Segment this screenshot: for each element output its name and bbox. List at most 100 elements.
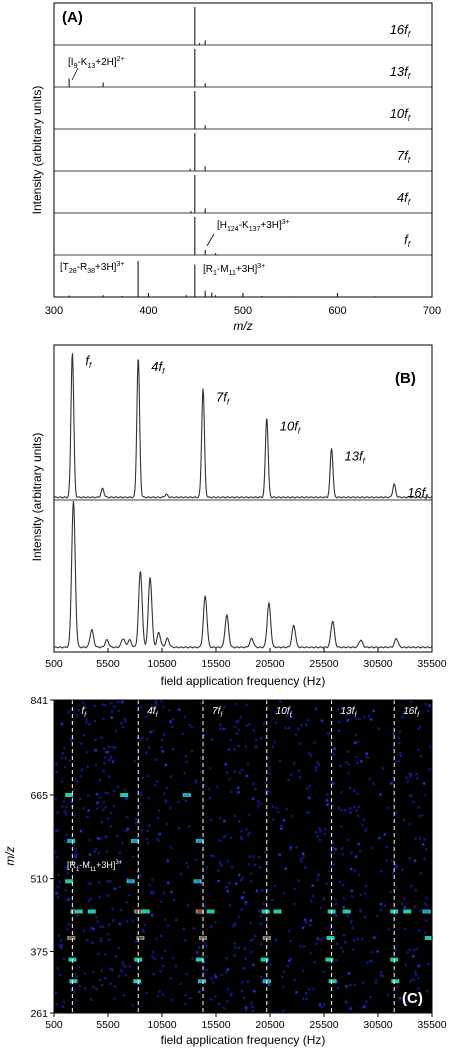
- heatmap-noise-pixel: [164, 799, 167, 802]
- heatmap-noise-pixel: [354, 717, 358, 720]
- panel-a-row-label: 7ff: [397, 148, 411, 165]
- heatmap-noise-pixel: [370, 959, 374, 963]
- heatmap-noise-pixel: [82, 929, 86, 933]
- heatmap-noise-pixel: [269, 963, 272, 966]
- heatmap-noise-pixel: [111, 907, 114, 910]
- heatmap-noise-pixel: [304, 921, 308, 924]
- heatmap-cell: [328, 936, 333, 940]
- heatmap-noise-pixel: [139, 875, 142, 878]
- heatmap-noise-pixel: [365, 755, 368, 758]
- heatmap-noise-pixel: [93, 850, 96, 853]
- heatmap-noise-pixel: [82, 806, 85, 810]
- heatmap-noise-pixel: [397, 760, 400, 763]
- heatmap-noise-pixel: [379, 974, 383, 977]
- heatmap-noise-pixel: [368, 777, 371, 781]
- heatmap-noise-pixel: [370, 950, 374, 954]
- heatmap-noise-pixel: [391, 732, 395, 735]
- heatmap-noise-pixel: [73, 973, 76, 976]
- heatmap-noise-pixel: [335, 942, 338, 946]
- heatmap-noise-pixel: [57, 873, 60, 877]
- panel-c-x-ticks: 500 5500 10500 15500 20500 25500 30500 35500: [45, 1013, 447, 1031]
- heatmap-noise-pixel: [120, 721, 123, 725]
- heatmap-noise-pixel: [107, 759, 111, 762]
- heatmap-noise-pixel: [184, 939, 187, 942]
- heatmap-noise-pixel: [244, 1009, 248, 1012]
- heatmap-noise-pixel: [246, 980, 249, 983]
- heatmap-noise-pixel: [111, 760, 115, 763]
- heatmap-noise-pixel: [229, 994, 233, 997]
- heatmap-noise-pixel: [194, 781, 197, 784]
- heatmap-noise-pixel: [184, 994, 187, 997]
- heatmap-noise-pixel: [171, 747, 175, 751]
- heatmap-noise-pixel: [383, 904, 387, 907]
- heatmap-noise-pixel: [329, 925, 333, 928]
- heatmap-noise-pixel: [406, 780, 409, 783]
- heatmap-noise-pixel: [395, 864, 398, 868]
- x-tick-label: 35500: [417, 658, 446, 670]
- y-tick-label: 375: [30, 946, 48, 958]
- heatmap-noise-pixel: [398, 742, 401, 745]
- heatmap-noise-pixel: [55, 892, 58, 895]
- heatmap-noise-pixel: [250, 951, 253, 954]
- heatmap-noise-pixel: [311, 894, 315, 898]
- heatmap-noise-pixel: [365, 1000, 368, 1003]
- heatmap-noise-pixel: [185, 972, 188, 976]
- heatmap-noise-pixel: [352, 948, 355, 951]
- heatmap-noise-pixel: [209, 998, 213, 1001]
- heatmap-noise-pixel: [417, 748, 420, 751]
- heatmap-noise-pixel: [89, 882, 92, 886]
- heatmap-noise-pixel: [188, 723, 192, 727]
- panel-a-x-label: m/z: [233, 319, 252, 333]
- heatmap-noise-pixel: [160, 934, 163, 937]
- heatmap-noise-pixel: [213, 973, 217, 976]
- heatmap-noise-pixel: [226, 771, 229, 774]
- heatmap-noise-pixel: [100, 736, 103, 739]
- heatmap-noise-pixel: [393, 863, 397, 867]
- heatmap-harmonic-label: 10ff: [276, 706, 293, 719]
- heatmap-noise-pixel: [326, 793, 329, 796]
- heatmap-noise-pixel: [165, 822, 168, 826]
- heatmap-cell: [66, 879, 72, 883]
- heatmap-noise-pixel: [347, 972, 351, 975]
- heatmap-cell: [199, 979, 205, 983]
- heatmap-noise-pixel: [74, 855, 78, 858]
- heatmap-noise-pixel: [266, 756, 269, 760]
- heatmap-noise-pixel: [262, 902, 265, 905]
- heatmap-noise-pixel: [89, 897, 93, 900]
- heatmap-noise-pixel: [98, 881, 101, 884]
- heatmap-noise-pixel: [308, 796, 311, 800]
- heatmap-noise-pixel: [171, 725, 174, 729]
- heatmap-noise-pixel: [66, 871, 70, 875]
- heatmap-noise-pixel: [67, 898, 71, 901]
- panel-b-peak-labels: ff 4ff 7ff 10ff 13ff 16ff: [85, 353, 428, 502]
- heatmap-noise-pixel: [131, 919, 134, 923]
- heatmap-noise-pixel: [104, 806, 107, 809]
- heatmap-noise-pixel: [113, 997, 116, 1000]
- heatmap-noise-pixel: [244, 957, 247, 960]
- heatmap-noise-pixel: [372, 782, 375, 785]
- heatmap-noise-pixel: [357, 805, 360, 809]
- heatmap-noise-pixel: [297, 879, 300, 882]
- heatmap-noise-pixel: [88, 853, 92, 856]
- heatmap-noise-pixel: [418, 929, 421, 932]
- heatmap-noise-pixel: [126, 816, 129, 819]
- heatmap-noise-pixel: [83, 987, 87, 990]
- heatmap-noise-pixel: [350, 919, 353, 922]
- heatmap-noise-pixel: [364, 829, 367, 833]
- frequency-trace: [53, 353, 433, 499]
- heatmap-noise-pixel: [75, 999, 78, 1002]
- heatmap-noise-pixel: [325, 882, 328, 885]
- heatmap-noise-pixel: [203, 942, 206, 946]
- heatmap-noise-pixel: [94, 738, 97, 742]
- heatmap-noise-pixel: [63, 810, 66, 814]
- heatmap-noise-pixel: [260, 943, 263, 946]
- x-tick-label: 500: [45, 658, 63, 670]
- heatmap-noise-pixel: [118, 974, 121, 978]
- heatmap-noise-pixel: [374, 978, 378, 982]
- heatmap-noise-pixel: [226, 889, 229, 893]
- heatmap-noise-pixel: [107, 745, 111, 749]
- heatmap-noise-pixel: [63, 765, 67, 769]
- heatmap-noise-pixel: [165, 787, 169, 790]
- heatmap-noise-pixel: [224, 834, 228, 837]
- heatmap-noise-pixel: [253, 990, 256, 993]
